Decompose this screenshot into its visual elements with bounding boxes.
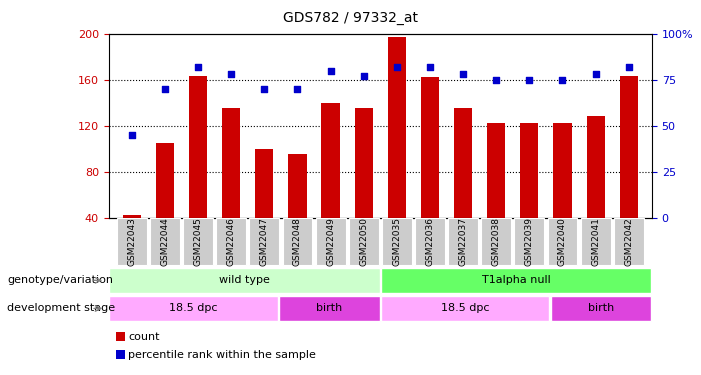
Point xyxy=(557,77,568,83)
FancyBboxPatch shape xyxy=(283,219,313,265)
FancyBboxPatch shape xyxy=(482,219,511,265)
Point xyxy=(292,86,303,92)
Text: count: count xyxy=(128,332,160,342)
Point xyxy=(424,64,435,70)
Text: GSM22046: GSM22046 xyxy=(226,217,236,266)
FancyBboxPatch shape xyxy=(381,268,651,293)
Point xyxy=(226,71,237,77)
Bar xyxy=(222,108,240,217)
Text: GSM22049: GSM22049 xyxy=(326,217,335,266)
Bar xyxy=(156,143,174,218)
Point xyxy=(491,77,502,83)
Text: GSM22045: GSM22045 xyxy=(193,217,203,266)
FancyBboxPatch shape xyxy=(614,219,644,265)
Text: 18.5 dpc: 18.5 dpc xyxy=(441,303,489,313)
Bar xyxy=(355,108,373,217)
FancyBboxPatch shape xyxy=(515,219,544,265)
Text: GSM22050: GSM22050 xyxy=(359,217,368,266)
Text: development stage: development stage xyxy=(7,303,115,313)
FancyBboxPatch shape xyxy=(150,219,180,265)
Bar xyxy=(553,123,571,218)
FancyBboxPatch shape xyxy=(415,219,445,265)
FancyBboxPatch shape xyxy=(183,219,213,265)
Text: GSM22042: GSM22042 xyxy=(625,217,633,266)
Text: GSM22036: GSM22036 xyxy=(426,217,435,266)
FancyBboxPatch shape xyxy=(448,219,478,265)
Text: genotype/variation: genotype/variation xyxy=(7,275,113,285)
Text: GDS782 / 97332_at: GDS782 / 97332_at xyxy=(283,11,418,25)
FancyBboxPatch shape xyxy=(547,219,578,265)
Text: GSM22041: GSM22041 xyxy=(591,217,600,266)
Text: GSM22043: GSM22043 xyxy=(128,217,136,266)
Text: percentile rank within the sample: percentile rank within the sample xyxy=(128,350,316,360)
FancyBboxPatch shape xyxy=(381,296,550,321)
Bar xyxy=(388,37,406,218)
Bar xyxy=(322,103,340,218)
Text: GSM22037: GSM22037 xyxy=(458,217,468,266)
Bar xyxy=(587,116,605,218)
Point xyxy=(259,86,270,92)
Text: birth: birth xyxy=(316,303,343,313)
FancyBboxPatch shape xyxy=(250,219,279,265)
Text: GSM22040: GSM22040 xyxy=(558,217,567,266)
Point xyxy=(623,64,634,70)
FancyBboxPatch shape xyxy=(279,296,380,321)
Point xyxy=(358,73,369,79)
Bar xyxy=(288,154,306,218)
Bar xyxy=(520,123,538,218)
Point xyxy=(193,64,204,70)
Point xyxy=(590,71,601,77)
Text: GSM22044: GSM22044 xyxy=(161,217,170,266)
Text: GSM22047: GSM22047 xyxy=(260,217,269,266)
Text: GSM22039: GSM22039 xyxy=(525,217,534,266)
Text: birth: birth xyxy=(588,303,614,313)
Text: T1alpha null: T1alpha null xyxy=(482,275,550,285)
Point xyxy=(391,64,402,70)
FancyBboxPatch shape xyxy=(315,219,346,265)
Point xyxy=(126,132,137,138)
Bar xyxy=(189,76,207,217)
Bar xyxy=(454,108,472,217)
Text: wild type: wild type xyxy=(219,275,270,285)
Point xyxy=(325,68,336,74)
Bar xyxy=(620,76,638,217)
FancyBboxPatch shape xyxy=(349,219,379,265)
FancyBboxPatch shape xyxy=(382,219,411,265)
Text: GSM22035: GSM22035 xyxy=(393,217,402,266)
Bar xyxy=(255,148,273,217)
Text: 18.5 dpc: 18.5 dpc xyxy=(170,303,218,313)
Text: GSM22048: GSM22048 xyxy=(293,217,302,266)
FancyBboxPatch shape xyxy=(109,296,278,321)
FancyBboxPatch shape xyxy=(551,296,651,321)
Bar xyxy=(487,123,505,218)
Point xyxy=(458,71,469,77)
FancyBboxPatch shape xyxy=(580,219,611,265)
FancyBboxPatch shape xyxy=(117,219,147,265)
Bar xyxy=(421,77,439,218)
Bar xyxy=(123,215,141,217)
FancyBboxPatch shape xyxy=(109,268,380,293)
FancyBboxPatch shape xyxy=(217,219,246,265)
Point xyxy=(159,86,170,92)
Point xyxy=(524,77,535,83)
Text: GSM22038: GSM22038 xyxy=(491,217,501,266)
